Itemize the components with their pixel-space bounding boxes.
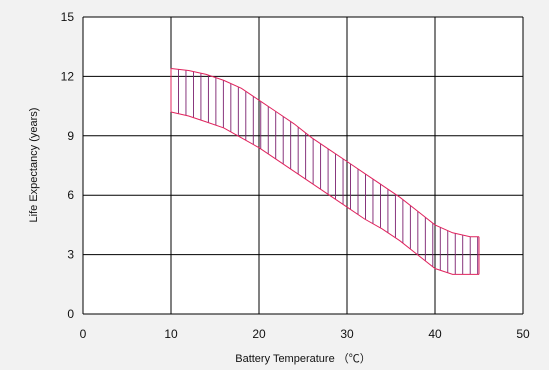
x-tick-label-3: 30 <box>340 327 354 341</box>
x-tick-label-2: 20 <box>252 327 266 341</box>
y-tick-label-1: 3 <box>67 248 74 262</box>
hatch-lines <box>178 69 479 275</box>
y-tick-labels: 0 3 6 9 12 15 <box>61 10 75 321</box>
band-lower-curve <box>170 111 479 275</box>
y-tick-label-4: 12 <box>61 69 75 83</box>
x-axis-title: Battery Temperature （℃） <box>235 352 371 365</box>
x-tick-labels: 0 10 20 30 40 50 <box>80 327 530 341</box>
band-upper-curve <box>170 68 479 238</box>
x-tick-label-4: 40 <box>428 327 442 341</box>
y-tick-label-5: 15 <box>61 10 75 24</box>
life-band <box>170 68 480 275</box>
y-axis-title: Life Expectancy (years) <box>28 108 40 223</box>
x-tick-label-1: 10 <box>164 327 178 341</box>
x-tick-label-0: 0 <box>80 327 87 341</box>
plot-background <box>83 17 523 314</box>
grid <box>82 16 524 315</box>
y-tick-label-2: 6 <box>67 188 74 202</box>
x-tick-label-5: 50 <box>516 327 530 341</box>
y-tick-label-3: 9 <box>67 129 74 143</box>
y-tick-label-0: 0 <box>67 307 74 321</box>
